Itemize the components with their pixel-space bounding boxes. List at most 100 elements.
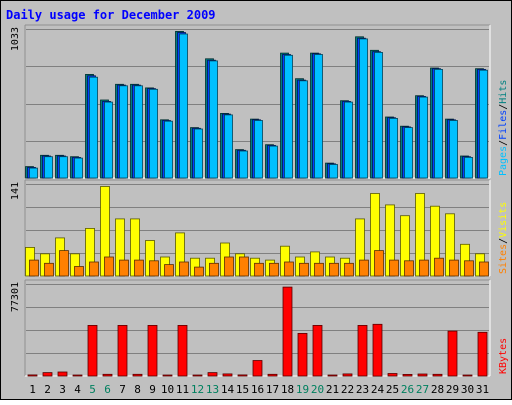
x-tick-label: 11 <box>176 383 189 396</box>
bar-kbytes-day-12 <box>192 374 203 377</box>
bar-sites-day-7 <box>119 259 129 277</box>
bar-pages-day-8 <box>134 85 143 179</box>
axis-label-hits: Hits <box>498 80 509 104</box>
axis-label-separator: / <box>498 238 509 244</box>
bar-pages-day-18 <box>284 54 293 179</box>
x-tick-label: 31 <box>476 383 489 396</box>
bar-kbytes-day-11 <box>177 324 188 377</box>
bar-kbytes-day-27 <box>417 373 428 377</box>
bar-kbytes-day-18 <box>282 286 293 377</box>
bar-pages-day-23 <box>359 38 368 179</box>
panel-visits-sites: 141 Sites/Visits <box>10 179 509 277</box>
bar-sites-day-11 <box>179 261 189 277</box>
x-tick-label: 1 <box>29 383 36 396</box>
bar-kbytes-day-14 <box>222 373 233 377</box>
bar-sites-day-17 <box>269 262 279 277</box>
x-tick-label: 5 <box>89 383 96 396</box>
x-tick-label: 18 <box>281 383 294 396</box>
bar-sites-day-25 <box>389 259 399 277</box>
x-tick-label: 27 <box>416 383 429 396</box>
x-tick-label: 10 <box>161 383 174 396</box>
bar-kbytes-day-25 <box>387 373 398 377</box>
bar-sites-day-30 <box>464 260 474 277</box>
x-tick-label: 16 <box>251 383 264 396</box>
bar-kbytes-day-13 <box>207 372 218 377</box>
bar-sites-day-14 <box>224 256 234 277</box>
chart-title: Daily usage for December 2009 <box>6 8 216 22</box>
bar-kbytes-day-19 <box>297 332 308 377</box>
bar-kbytes-day-8 <box>132 373 143 377</box>
x-axis-labels: 1 2 3 4 5 6 7 8 9 10 11 12 13 14 15 16 17 18 19 20 21 22 23 24 2… <box>29 383 489 396</box>
x-tick-label: 22 <box>341 383 354 396</box>
x-tick-label: 13 <box>206 383 219 396</box>
bar-sites-day-15 <box>239 256 249 277</box>
x-tick-label: 6 <box>104 383 111 396</box>
bar-sites-day-4 <box>74 266 84 277</box>
bar-pages-day-27 <box>419 96 428 179</box>
bar-pages-day-12 <box>194 128 203 179</box>
panel-max-label: 1033 <box>10 27 21 51</box>
bar-kbytes-day-17 <box>267 373 278 377</box>
panel-max-label: 141 <box>10 182 21 200</box>
bar-pages-day-25 <box>389 118 398 179</box>
bar-sites-day-3 <box>59 250 69 277</box>
x-tick-label: 26 <box>401 383 414 396</box>
bar-kbytes-day-5 <box>87 324 98 377</box>
bar-pages-day-3 <box>59 156 68 179</box>
bar-kbytes-day-29 <box>447 330 458 377</box>
bar-sites-day-5 <box>89 261 99 277</box>
bar-pages-day-4 <box>74 157 83 179</box>
x-tick-label: 7 <box>119 383 126 396</box>
bar-kbytes-day-7 <box>117 324 128 377</box>
bar-sites-day-26 <box>404 260 414 277</box>
panel-axis-label: Pages/Files/Hits <box>498 80 509 176</box>
chart-panels: 1033Pages/Files/Hits141Sites/Visits77301… <box>10 24 509 377</box>
bar-kbytes-day-30 <box>462 374 473 377</box>
bar-kbytes-day-15 <box>237 374 248 377</box>
bar-pages-day-10 <box>164 120 173 179</box>
bar-pages-day-24 <box>374 52 383 179</box>
bar-kbytes-day-6 <box>102 373 113 377</box>
bar-kbytes-day-24 <box>372 323 383 377</box>
x-tick-label: 9 <box>149 383 156 396</box>
axis-label-files: Files <box>498 110 509 140</box>
bar-pages-day-20 <box>314 54 323 179</box>
series-pages <box>29 33 488 179</box>
bar-kbytes-day-22 <box>342 373 353 377</box>
x-tick-label: 30 <box>461 383 474 396</box>
panel-background <box>25 280 490 376</box>
panel-axis-label: KBytes <box>498 338 509 374</box>
bar-sites-day-9 <box>149 260 159 277</box>
bar-kbytes-day-31 <box>477 331 488 377</box>
series-sites <box>29 250 489 277</box>
bar-pages-day-5 <box>89 76 98 179</box>
bar-pages-day-16 <box>254 120 263 179</box>
bar-sites-day-31 <box>479 261 489 277</box>
bar-sites-day-24 <box>374 250 384 277</box>
bar-sites-day-22 <box>344 262 354 277</box>
bar-kbytes-day-28 <box>432 373 443 377</box>
bar-kbytes-day-21 <box>327 374 338 377</box>
bar-pages-day-26 <box>404 127 413 179</box>
bar-kbytes-day-23 <box>357 324 368 377</box>
bar-sites-day-2 <box>44 262 54 277</box>
bar-pages-day-11 <box>179 33 188 179</box>
bar-kbytes-day-1 <box>27 374 38 377</box>
bar-kbytes-day-9 <box>147 324 158 377</box>
bar-pages-day-2 <box>44 156 53 179</box>
axis-label-separator: / <box>498 104 509 110</box>
x-tick-label: 15 <box>236 383 249 396</box>
bar-sites-day-28 <box>434 257 444 277</box>
bar-sites-day-21 <box>329 262 339 277</box>
bar-sites-day-20 <box>314 262 324 277</box>
bar-sites-day-10 <box>164 264 174 277</box>
bar-pages-day-1 <box>29 167 38 179</box>
x-tick-label: 17 <box>266 383 279 396</box>
bar-sites-day-1 <box>29 259 39 277</box>
x-tick-label: 20 <box>311 383 324 396</box>
x-tick-label: 25 <box>386 383 399 396</box>
bar-pages-day-29 <box>449 120 458 179</box>
x-tick-label: 21 <box>326 383 339 396</box>
bar-kbytes-day-4 <box>72 374 83 377</box>
